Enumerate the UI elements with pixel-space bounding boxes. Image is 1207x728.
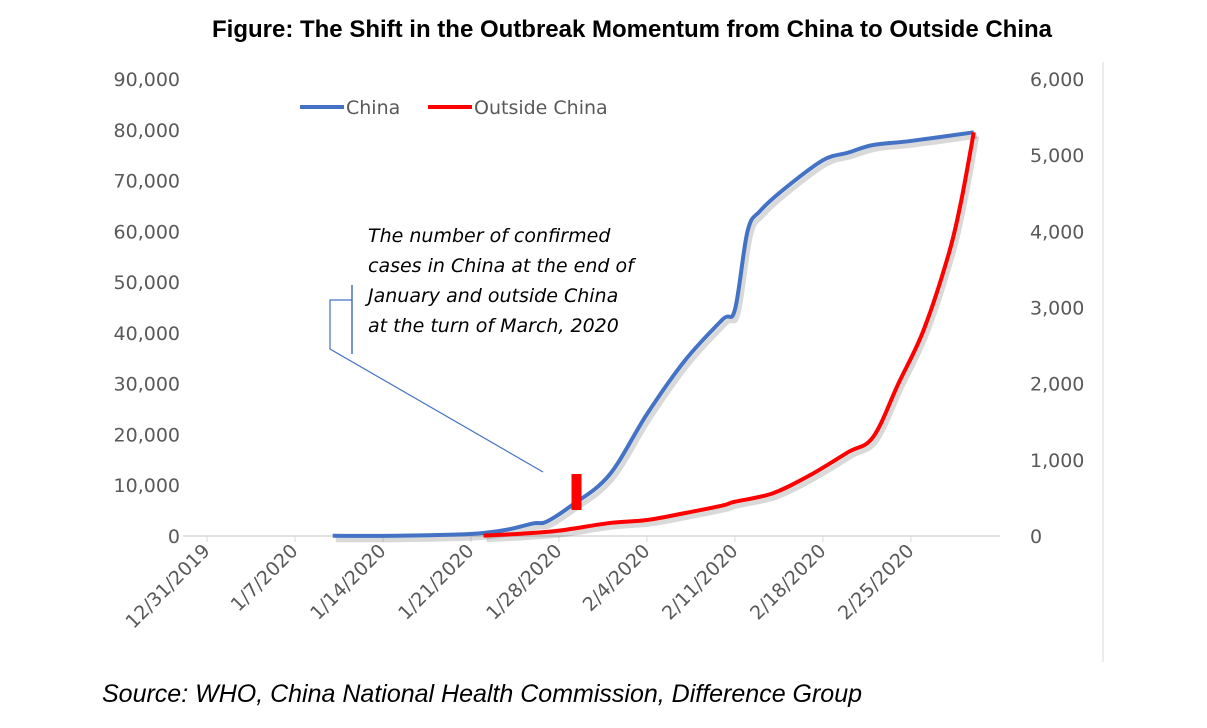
- right-axis-ticks: 0 1,000 2,000 3,000 4,000 5,000 6,000: [1030, 69, 1084, 548]
- y-right-tick-label: 1,000: [1030, 450, 1084, 472]
- chart-title: Figure: The Shift in the Outbreak Moment…: [212, 16, 1053, 43]
- annotation-line: cases in China at the end of: [368, 255, 637, 277]
- y-right-tick-label: 4,000: [1030, 221, 1084, 243]
- y-left-tick-label: 50,000: [114, 272, 180, 294]
- annotation-line: The number of confirmed: [368, 225, 611, 247]
- x-tick-label: 2/25/2020: [834, 540, 918, 624]
- y-right-tick-label: 0: [1030, 526, 1042, 548]
- series-shadow: [335, 133, 978, 543]
- series-shadow: [486, 135, 980, 543]
- x-tick-label: 2/18/2020: [746, 540, 830, 624]
- y-right-tick-label: 3,000: [1030, 298, 1084, 320]
- callout-leader-line: [329, 299, 544, 473]
- x-tick-label: 1/7/2020: [227, 540, 303, 616]
- y-left-tick-label: 30,000: [114, 374, 180, 396]
- x-tick-label: 1/28/2020: [482, 540, 566, 624]
- legend: China Outside China: [300, 97, 608, 119]
- x-tick-label: 2/11/2020: [658, 540, 742, 624]
- y-right-tick-label: 5,000: [1030, 145, 1084, 167]
- y-left-tick-label: 10,000: [114, 475, 180, 497]
- source-note: Source: WHO, China National Health Commi…: [102, 680, 862, 708]
- annotation-line: at the turn of March, 2020: [368, 315, 619, 337]
- y-left-tick-label: 20,000: [114, 424, 180, 446]
- y-left-tick-label: 40,000: [114, 323, 180, 345]
- y-right-tick-label: 6,000: [1030, 69, 1084, 91]
- x-tick-label: 1/14/2020: [306, 540, 390, 624]
- x-axis-ticks: 12/31/2019 1/7/2020 1/14/2020 1/21/2020 1/28…: [122, 536, 918, 633]
- y-left-tick-label: 70,000: [114, 171, 180, 193]
- annotation-line: January and outside China: [364, 285, 618, 307]
- y-left-tick-label: 80,000: [114, 120, 180, 142]
- left-axis-ticks: 0 10,000 20,000 30,000 40,000 50,000 60,000 70,…: [114, 69, 180, 548]
- x-tick-label: 2/4/2020: [579, 540, 655, 616]
- legend-outside-china: Outside China: [474, 97, 608, 119]
- x-tick-label: 12/31/2019: [122, 540, 215, 633]
- legend-china: China: [346, 97, 400, 119]
- annotation: The number of confirmed cases in China a…: [329, 225, 637, 473]
- y-left-tick-label: 90,000: [114, 69, 180, 91]
- x-tick-label: 1/21/2020: [394, 540, 478, 624]
- y-left-tick-label: 0: [168, 526, 180, 548]
- y-left-tick-label: 60,000: [114, 221, 180, 243]
- highlight-marker: [571, 474, 582, 510]
- y-right-tick-label: 2,000: [1030, 374, 1084, 396]
